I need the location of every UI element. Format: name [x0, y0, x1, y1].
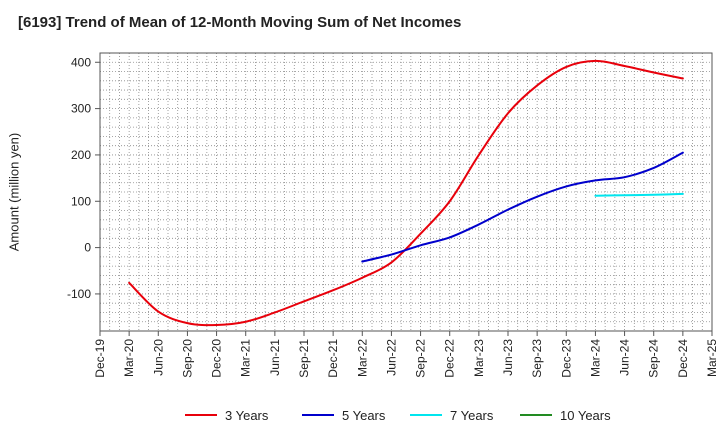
x-tick-label: Dec-20 [210, 339, 224, 378]
x-tick-label: Mar-21 [239, 339, 253, 377]
x-tick-label: Jun-21 [268, 339, 282, 376]
x-tick-label: Mar-20 [122, 339, 136, 377]
series-line-5-years [361, 151, 684, 263]
x-tick-label: Sep-21 [297, 339, 311, 378]
series-lines [128, 59, 684, 327]
x-tick-label: Jun-24 [618, 339, 632, 376]
legend: 3 Years 5 Years 7 Years 10 Years [185, 408, 611, 423]
x-tick-label: Dec-21 [326, 339, 340, 378]
x-tick-label: Mar-22 [355, 339, 369, 377]
y-tick-label: -100 [67, 287, 91, 301]
y-tick-label: 400 [71, 55, 91, 69]
chart-title: [6193] Trend of Mean of 12-Month Moving … [18, 14, 462, 31]
y-tick-label: 0 [84, 241, 91, 255]
x-tick-label: Mar-24 [588, 339, 602, 377]
legend-label-3-years: 3 Years [225, 408, 269, 423]
x-tick-label: Dec-22 [443, 339, 457, 378]
axes: -100 0 100 200 300 400 Dec-19 Mar-20 Jun-20 Sep-2… [67, 52, 719, 378]
series-line-3-years [128, 59, 684, 327]
x-tick-label: Sep-22 [414, 339, 428, 378]
y-tick-label: 300 [71, 102, 91, 116]
x-tick-label: Jun-20 [151, 339, 165, 376]
x-tick-label: Sep-23 [530, 339, 544, 378]
plot-frame [99, 52, 713, 332]
x-tick-label: Sep-20 [180, 339, 194, 378]
x-tick-label: Dec-19 [93, 339, 107, 378]
legend-label-7-years: 7 Years [450, 408, 494, 423]
legend-label-5-years: 5 Years [342, 408, 386, 423]
x-tick-label: Sep-24 [647, 339, 661, 378]
x-tick-label: Jun-22 [384, 339, 398, 376]
x-tick-label: Jun-23 [501, 339, 515, 376]
x-tick-label: Dec-23 [559, 339, 573, 378]
x-tick-label: Mar-23 [472, 339, 486, 377]
grid [100, 53, 712, 331]
y-tick-label: 200 [71, 148, 91, 162]
legend-label-10-years: 10 Years [560, 408, 611, 423]
series-line-7-years [594, 192, 684, 197]
x-tick-label: Dec-24 [676, 339, 690, 378]
x-tick-label: Mar-25 [705, 339, 719, 377]
y-tick-label: 100 [71, 194, 91, 208]
